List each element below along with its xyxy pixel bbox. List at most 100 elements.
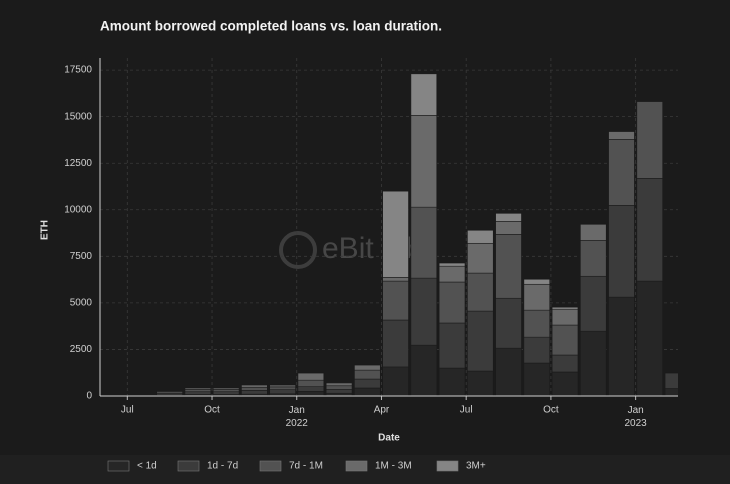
legend-label: 7d - 1M: [289, 461, 323, 472]
bar-segment: [495, 221, 522, 235]
bar-segment: [551, 371, 579, 396]
y-tick-label: 0: [86, 391, 92, 402]
bar-segment: [495, 297, 522, 349]
bar-segment: [382, 366, 409, 396]
x-tick-label: Oct: [204, 405, 220, 416]
legend-label: 3M+: [466, 461, 486, 472]
bar-segment: [354, 378, 381, 389]
bar-segment: [551, 308, 579, 326]
x-tick-label: Apr: [374, 405, 390, 416]
bar-segment: [438, 367, 466, 396]
bar-segment: [297, 372, 325, 381]
bar-segment: [382, 277, 409, 282]
bar-segment: [551, 306, 579, 310]
bar-segment: [269, 389, 296, 395]
bar-segment: [467, 242, 494, 274]
bar-segment: [495, 347, 522, 396]
legend-swatch: [107, 460, 130, 472]
bar-segment: [325, 382, 353, 387]
legend-label: 1d - 7d: [207, 461, 238, 472]
x-tick-label: Jan 2022: [286, 405, 309, 429]
bar-segment: [410, 73, 438, 116]
bar-segment: [608, 205, 635, 298]
bar-segment: [523, 278, 551, 285]
bar-segment: [664, 372, 678, 389]
bar-segment: [382, 319, 409, 368]
bar-segment: [438, 322, 466, 369]
y-tick-label: 7500: [70, 251, 93, 262]
bar-segment: [523, 336, 551, 364]
chart-title: Amount borrowed completed loans vs. loan…: [100, 19, 442, 34]
x-tick-label: Jul: [121, 405, 134, 416]
bar-segment: [523, 309, 551, 338]
x-tick-label: Jan 2023: [625, 405, 648, 429]
bar-segment: [608, 296, 635, 396]
y-tick-label: 10000: [64, 204, 92, 215]
bar-segment: [410, 344, 438, 396]
legend-swatch: [436, 460, 459, 472]
bar-segment: [467, 310, 494, 372]
bar-segment: [608, 131, 635, 140]
watermark-logo: [279, 231, 317, 269]
x-tick-label: Jul: [460, 405, 473, 416]
y-tick-label: 5000: [70, 298, 93, 309]
bar-segment: [212, 391, 240, 395]
bar-segment: [438, 262, 466, 267]
y-tick-label: 15000: [64, 111, 92, 122]
bar-segment: [580, 275, 607, 332]
bar-segment: [184, 387, 212, 390]
bars: [156, 73, 678, 396]
bar-segment: [580, 330, 607, 396]
bar-segment: [551, 324, 579, 356]
bar-segment: [580, 240, 607, 277]
bar-segment: [156, 390, 183, 393]
bar-segment: [241, 390, 268, 395]
legend-label: 1M - 3M: [375, 461, 412, 472]
bar-segment: [269, 384, 296, 388]
bar-segment: [212, 387, 240, 390]
bar-segment: [636, 178, 663, 282]
bar-segment: [438, 281, 466, 324]
bar-segment: [241, 386, 268, 391]
bar-segment: [212, 389, 240, 393]
bar-segment: [495, 213, 522, 222]
bar-segment: [382, 190, 409, 278]
legend-label: < 1d: [137, 461, 157, 472]
y-tick-label: 17500: [64, 65, 92, 76]
bar-segment: [241, 384, 268, 388]
bar-segment: [608, 139, 635, 206]
legend-swatch: [345, 460, 368, 472]
bar-segment: [410, 277, 438, 346]
bar-segment: [636, 101, 663, 179]
bar-segment: [636, 280, 663, 396]
bar-segment: [354, 364, 381, 371]
bar-segment: [297, 386, 325, 392]
bar-segment: [184, 391, 212, 395]
bar-segment: [325, 385, 353, 390]
bar-segment: [410, 206, 438, 279]
bar-segment: [325, 389, 353, 394]
bar-segment: [523, 283, 551, 311]
bar-segment: [438, 265, 466, 283]
bar-segment: [354, 387, 381, 396]
bar-segment: [269, 386, 296, 390]
bar-segment: [495, 234, 522, 299]
y-tick-label: 12500: [64, 158, 92, 169]
x-tick-label: Oct: [543, 405, 559, 416]
bar-segment: [523, 362, 551, 396]
bar-segment: [382, 280, 409, 321]
bar-segment: [467, 370, 494, 396]
y-axis-label: ETH: [40, 220, 51, 240]
bar-segment: [297, 391, 325, 396]
bar-segment: [551, 354, 579, 373]
bar-segment: [467, 229, 494, 244]
legend-swatch: [259, 460, 282, 472]
x-axis-label: Date: [378, 433, 400, 444]
bar-segment: [297, 379, 325, 387]
bar-segment: [467, 272, 494, 312]
y-tick-label: 2500: [70, 344, 93, 355]
bar-segment: [184, 389, 212, 393]
legend-swatch: [177, 460, 200, 472]
bar-segment: [580, 223, 607, 241]
